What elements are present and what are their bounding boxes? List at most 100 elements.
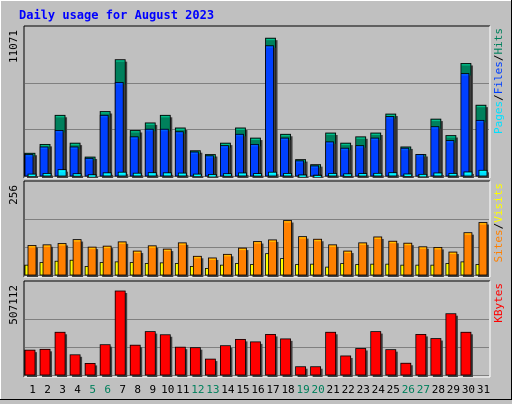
bar-sites	[42, 244, 54, 277]
bar-sites	[72, 239, 84, 277]
bar-pages	[102, 172, 114, 178]
bar-pages	[418, 173, 429, 178]
x-tick-label: 25	[387, 383, 400, 396]
bar-kbytes	[370, 331, 383, 377]
bar-pages	[298, 174, 309, 178]
bar-files	[460, 73, 471, 178]
bar-pages	[42, 173, 54, 178]
bar-pages	[283, 173, 294, 178]
panel-max-label: 11071	[7, 30, 20, 63]
bar-files	[129, 136, 141, 178]
chart-panels: 11071 Pages/Files/Hits 256 Sites/Visits 5071…	[7, 25, 505, 378]
bar-pages	[478, 169, 489, 178]
bar-pages	[238, 172, 249, 178]
bar-sites	[162, 248, 174, 277]
bar-sites	[27, 245, 38, 277]
x-tick-label: 27	[417, 383, 430, 396]
bar-files	[355, 145, 366, 178]
bar-files	[370, 137, 381, 178]
bar-pages	[207, 174, 219, 178]
bar-sites	[87, 246, 99, 277]
bar-pages	[72, 173, 84, 178]
bar-kbytes	[400, 362, 413, 377]
bar-kbytes	[84, 363, 98, 377]
bar-kbytes	[430, 338, 443, 377]
bar-kbytes	[220, 345, 233, 377]
bar-kbytes	[340, 355, 353, 377]
bar-kbytes	[189, 347, 203, 377]
bar-sites	[207, 257, 219, 277]
bar-pages	[57, 169, 69, 178]
x-tick-label: 10	[161, 383, 174, 396]
legend-entry: /	[492, 223, 505, 230]
bar-kbytes	[295, 366, 308, 377]
panel-legend: KBytes	[492, 283, 505, 323]
x-tick-label: 6	[104, 383, 111, 396]
bar-sites	[358, 242, 369, 277]
bar-files	[430, 126, 441, 178]
bar-sites	[223, 253, 234, 277]
bar-pages	[358, 173, 369, 178]
x-tick-label: 14	[221, 383, 235, 396]
x-tick-label: 12	[191, 383, 204, 396]
bar-pages	[27, 173, 38, 178]
bar-pages	[388, 172, 399, 178]
bar-pages	[177, 172, 189, 178]
panel-legend: Pages/Files/Hits	[492, 28, 505, 134]
x-tick-label: 9	[149, 383, 156, 396]
bar-kbytes	[310, 366, 323, 377]
bar-pages	[403, 173, 414, 178]
bar-sites	[373, 236, 384, 277]
bar-sites	[132, 250, 144, 277]
bar-kbytes	[54, 331, 68, 377]
bar-pages	[463, 171, 474, 178]
bar-kbytes	[174, 346, 188, 377]
legend-entry: KBytes	[492, 283, 505, 323]
x-tick-label: 11	[176, 383, 189, 396]
bar-files	[265, 45, 276, 178]
bar-pages	[253, 173, 264, 178]
bar-sites	[192, 255, 204, 277]
x-tick-label: 5	[89, 383, 96, 396]
bar-files	[280, 137, 291, 178]
bar-kbytes	[355, 348, 368, 377]
x-tick-label: 4	[74, 383, 81, 396]
bar-kbytes	[415, 334, 428, 377]
bar-kbytes	[460, 331, 473, 377]
x-tick-label: 8	[134, 383, 141, 396]
x-tick-label: 23	[357, 383, 370, 396]
bar-kbytes	[24, 349, 37, 377]
legend-entry: Pages	[492, 101, 505, 134]
x-tick-label: 17	[266, 383, 279, 396]
bar-kbytes	[280, 338, 293, 377]
bar-kbytes	[99, 344, 113, 377]
x-tick-label: 20	[312, 383, 325, 396]
bar-kbytes	[144, 331, 158, 377]
bar-files	[159, 128, 171, 178]
bar-sites	[283, 220, 294, 277]
bar-sites	[117, 241, 129, 277]
x-tick-label: 18	[281, 383, 294, 396]
bar-pages	[147, 172, 159, 178]
x-tick-label: 15	[236, 383, 249, 396]
bar-pages	[313, 174, 324, 178]
x-tick-label: 22	[342, 383, 355, 396]
bar-kbytes	[69, 354, 83, 377]
bar-sites	[253, 241, 264, 277]
legend-entry: Hits	[492, 28, 505, 55]
bar-sites	[102, 245, 114, 277]
bar-kbytes	[39, 348, 53, 377]
legend-entry: Visits	[492, 183, 505, 223]
x-tick-label: 7	[119, 383, 126, 396]
panel-max-label: 256	[7, 185, 20, 205]
bar-pages	[192, 173, 204, 178]
bar-pages	[343, 173, 354, 178]
panel-legend: Sites/Visits	[492, 183, 505, 263]
bar-sites	[388, 240, 399, 277]
bar-kbytes	[235, 338, 248, 377]
x-axis-tick-labels: 1 2 3 4 5 6 7 8 9 10 11 12 13 14 15 16 17 18 19 20 21 22 23 24 2…	[29, 383, 490, 396]
panel-max-label: 507112	[7, 285, 20, 325]
bar-pages	[373, 172, 384, 178]
